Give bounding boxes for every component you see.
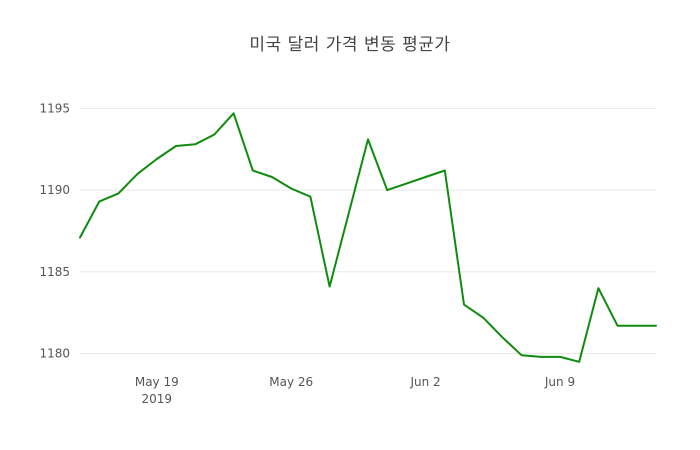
- y-tick-label: 1185: [39, 265, 70, 279]
- y-tick-label: 1180: [39, 347, 70, 361]
- x-tick-label: Jun 9: [544, 375, 575, 389]
- y-tick-label: 1190: [39, 183, 70, 197]
- x-tick-label: May 26: [269, 375, 313, 389]
- chart-title: 미국 달러 가격 변동 평균가: [249, 35, 451, 55]
- y-tick-label: 1195: [39, 101, 70, 115]
- x-tick-year-label: 2019: [142, 392, 173, 406]
- price-line: [79, 112, 657, 363]
- x-tick-label: Jun 2: [409, 375, 440, 389]
- x-tick-label: May 19: [135, 375, 179, 389]
